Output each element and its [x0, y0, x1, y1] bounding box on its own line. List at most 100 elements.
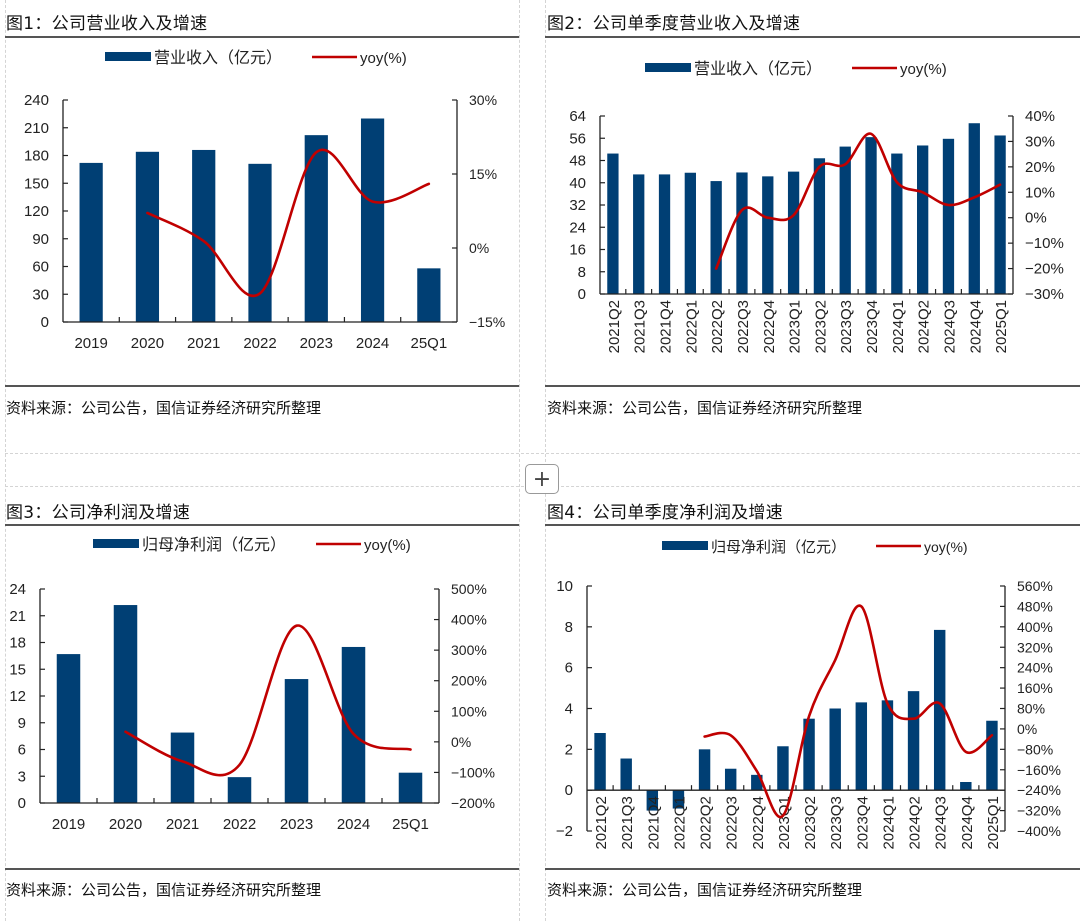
x-tick-label: 2023Q3: [828, 796, 845, 849]
x-tick-label: 2024Q3: [933, 796, 950, 849]
x-tick-label: 2021: [187, 335, 220, 352]
figure-4-source-rule: [545, 868, 1080, 870]
x-tick-label: 2022Q2: [709, 300, 726, 353]
right-tick-label: −100%: [451, 764, 495, 780]
x-tick-label: 2024Q2: [907, 796, 924, 849]
figure-3-title: 图3：公司净利润及增速: [6, 503, 191, 523]
bar-2021: [192, 149, 216, 322]
bar-2021: [170, 732, 195, 803]
bar-2021Q3: [633, 174, 645, 294]
bar-2024: [341, 646, 366, 803]
legend-bar-label: 归母净利润（亿元）: [142, 536, 286, 554]
yoy-line: [146, 148, 431, 298]
figure-2-source-rule: [545, 385, 1080, 387]
right-tick-label: −20%: [1025, 261, 1064, 278]
add-button[interactable]: +: [525, 464, 559, 494]
left-tick-label: 18: [9, 635, 26, 652]
figure-3-source-rule: [5, 868, 519, 870]
bar-2022Q1: [672, 790, 685, 809]
x-tick-label: 2023Q2: [812, 300, 829, 353]
left-tick-label: 240: [24, 92, 49, 109]
left-tick-label: 32: [569, 197, 586, 214]
bar-2024Q4: [960, 782, 972, 791]
figure-4-chart: 归母净利润（亿元） yoy(%) −2 0 2 4 6 8 10 −400% −320% −240% −…: [556, 539, 1061, 850]
x-tick-label: 2022: [243, 335, 276, 352]
bar-2021Q3: [620, 758, 632, 791]
right-tick-label: −80%: [1017, 741, 1053, 757]
left-tick-label: 30: [32, 286, 49, 303]
x-tick-label: 2021Q4: [645, 796, 662, 849]
legend: 营业收入（亿元） yoy(%): [645, 60, 947, 78]
right-tick-label: 400%: [1017, 619, 1053, 635]
x-tick-label: 2022: [223, 816, 256, 833]
left-tick-label: 10: [556, 578, 573, 595]
legend-line-label: yoy(%): [924, 539, 968, 555]
x-tick-label: 25Q1: [392, 816, 429, 833]
x-tick-label: 2023Q2: [802, 796, 819, 849]
x-tick-label: 2020: [109, 816, 142, 833]
bar-2023Q4: [865, 137, 877, 294]
figure-2-chart: 营业收入（亿元） yoy(%) 0 8 16 24 32 40 48 56 64 −30% −20% −1…: [569, 60, 1064, 353]
bar-2020: [113, 605, 138, 803]
right-tick-label: 300%: [451, 642, 487, 658]
left-tick-label: 6: [565, 660, 573, 677]
x-tick-label: 2021Q3: [632, 300, 649, 353]
x-tick-label: 2021Q3: [619, 796, 636, 849]
x-tick-label: 2021Q2: [593, 796, 610, 849]
bar-2022Q3: [724, 768, 737, 791]
left-tick-label: 12: [9, 688, 26, 705]
figure-2-title: 图2：公司单季度营业收入及增速: [547, 14, 801, 34]
legend-line-label: yoy(%): [364, 537, 411, 554]
bar-2024Q3: [933, 629, 946, 791]
left-tick-label: −2: [556, 823, 573, 840]
legend-bar-label: 营业收入（亿元）: [694, 60, 822, 78]
x-tick-label: 2019: [52, 816, 85, 833]
left-tick-label: 15: [9, 661, 26, 678]
figure-1-source: 资料来源：公司公告，国信证券经济研究所整理: [6, 399, 322, 417]
x-tick-label: 2022Q2: [698, 796, 715, 849]
right-tick-label: 30%: [1025, 133, 1055, 150]
x-tick-label: 2019: [74, 335, 107, 352]
figure-3-title-rule: [5, 524, 519, 526]
x-tick-label: 2023Q3: [838, 300, 855, 353]
left-tick-label: 9: [18, 715, 26, 732]
left-tick-label: 0: [18, 795, 26, 812]
right-tick-label: 0%: [1025, 210, 1047, 227]
x-tick-label: 2022Q4: [750, 796, 767, 849]
left-tick-label: 24: [569, 219, 586, 236]
left-tick-label: 150: [24, 175, 49, 192]
legend: 归母净利润（亿元） yoy(%): [662, 539, 968, 556]
left-tick-label: 120: [24, 203, 49, 220]
x-tick-label: 2022Q1: [683, 300, 700, 353]
figure-1-title-rule: [5, 36, 519, 38]
x-tick-label: 2024Q2: [916, 300, 933, 353]
x-tick-label: 2022Q4: [761, 300, 778, 353]
left-tick-label: 21: [9, 608, 26, 625]
figure-3-source: 资料来源：公司公告，国信证券经济研究所整理: [6, 881, 322, 899]
left-tick-label: 4: [565, 701, 573, 718]
bar-2022Q3: [736, 172, 748, 294]
right-tick-label: 20%: [1025, 159, 1055, 176]
bar-2019: [79, 162, 103, 322]
x-tick-label: 2022Q3: [735, 300, 752, 353]
bar-2025Q1: [994, 135, 1006, 294]
x-tick-label: 2020: [131, 335, 164, 352]
right-tick-label: 160%: [1017, 680, 1053, 696]
right-tick-label: 0%: [1017, 721, 1037, 737]
left-tick-label: 0: [565, 782, 573, 799]
legend: 归母净利润（亿元） yoy(%): [93, 536, 411, 554]
x-tick-label: 2022Q3: [724, 796, 741, 849]
bar-2023Q2: [803, 718, 815, 791]
bar-2024: [360, 118, 385, 322]
x-tick-label: 2023Q1: [787, 300, 804, 353]
legend-bar-label: 归母净利润（亿元）: [711, 539, 846, 556]
bar-2022Q2: [698, 749, 711, 791]
panel-border-mid-a: [519, 0, 520, 921]
x-tick-label: 2023: [280, 816, 313, 833]
bar-2024Q1: [881, 700, 894, 791]
plus-icon: +: [532, 466, 552, 492]
x-tick-label: 2024Q1: [880, 796, 897, 849]
x-tick-label: 2021Q4: [658, 300, 675, 353]
right-tick-label: 480%: [1017, 598, 1053, 614]
x-tick-label: 2023Q4: [854, 796, 871, 849]
